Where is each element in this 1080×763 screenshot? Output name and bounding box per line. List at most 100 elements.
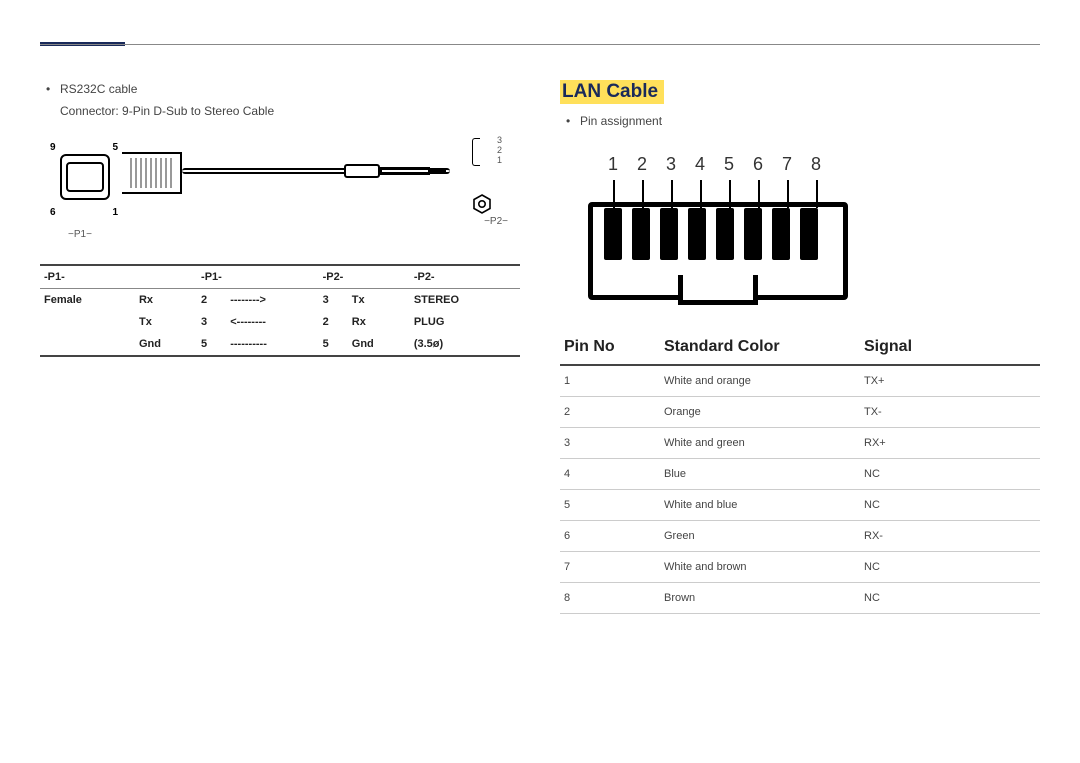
table-cell: Orange [660,397,860,428]
c: Tx [135,311,197,333]
rs232c-pin-table: -P1- -P1- -P2- -P2- Female Rx 2 --------… [40,264,520,357]
table-row: Gnd 5 ---------- 5 Gnd (3.5ø) [40,333,520,356]
rj45-connector-icon: 12345678 [560,150,860,320]
rj45-pin-number: 3 [666,154,676,175]
rj45-lead [758,180,760,208]
c: Tx [348,289,410,312]
hdr-p1a: -P1- [40,265,197,289]
jack-pin-numbers: 3 2 1 [497,136,502,166]
stereo-jack-icon [380,164,456,178]
table-cell: Brown [660,583,860,614]
table-cell: NC [860,459,1040,490]
hdr-signal: Signal [860,330,1040,365]
rj45-pin-number: 2 [637,154,647,175]
c: 2 [319,311,348,333]
table-row: 2OrangeTX- [560,397,1040,428]
right-column: LAN Cable Pin assignment 12345678 [560,80,1040,614]
table-cell: 1 [560,365,660,397]
c: Gnd [135,333,197,356]
hdr-p2a: -P2- [319,265,410,289]
document-page: RS232C cable Connector: 9-Pin D-Sub to S… [0,0,1080,763]
table-cell: 4 [560,459,660,490]
table-cell: 3 [560,428,660,459]
rj45-lead [816,180,818,208]
rj45-lead [700,180,702,208]
db9-pin-1-label: 1 [112,207,118,218]
table-row: 6GreenRX- [560,521,1040,552]
c: ---------- [226,333,318,356]
table-cell: Green [660,521,860,552]
left-bullet: RS232C cable [40,80,520,98]
left-column: RS232C cable Connector: 9-Pin D-Sub to S… [40,80,520,614]
table-row: 5White and blueNC [560,490,1040,521]
rj45-pin-number: 5 [724,154,734,175]
c: STEREO [410,289,520,312]
table-row: 3White and greenRX+ [560,428,1040,459]
rj45-pin-number: 4 [695,154,705,175]
c [40,333,135,356]
table-cell: White and orange [660,365,860,397]
hdr-standard-color: Standard Color [660,330,860,365]
table-cell: RX+ [860,428,1040,459]
c: <-------- [226,311,318,333]
right-bullet: Pin assignment [560,112,1040,130]
table-cell: NC [860,490,1040,521]
rj45-pin [716,208,734,260]
table-row: -P1- -P1- -P2- -P2- [40,265,520,289]
table-cell: NC [860,552,1040,583]
rj45-lead [729,180,731,208]
rj45-pin [604,208,622,260]
hdr-pin-no: Pin No [560,330,660,365]
table-row: Female Rx 2 --------> 3 Tx STEREO [40,289,520,312]
lan-table-body: 1White and orangeTX+2OrangeTX-3White and… [560,365,1040,614]
table-header-row: Pin No Standard Color Signal [560,330,1040,365]
rj45-pin [660,208,678,260]
rj45-tab [678,275,758,305]
table-cell: NC [860,583,1040,614]
rj45-lead [642,180,644,208]
table-cell: White and green [660,428,860,459]
rj45-pin [800,208,818,260]
cable-sleeve-icon [344,164,380,178]
table-cell: 5 [560,490,660,521]
rj45-pin [688,208,706,260]
section-title-lan-cable: LAN Cable [560,80,664,104]
cable-diagram: 9 5 6 1 −P1− 3 2 [40,134,510,254]
hex-nut-icon [472,194,492,214]
c: 3 [319,289,348,312]
table-row: 1White and orangeTX+ [560,365,1040,397]
jack-bracket-icon [472,138,480,166]
table-cell: 6 [560,521,660,552]
rj45-pin [632,208,650,260]
rj45-pin-number: 6 [753,154,763,175]
table-cell: White and blue [660,490,860,521]
jack-num-1: 1 [497,156,502,166]
p1-label: −P1− [68,229,92,240]
c: --------> [226,289,318,312]
c: Gnd [348,333,410,356]
p2-label: −P2− [484,216,508,227]
c: Rx [348,311,410,333]
db9-pin-9-label: 9 [50,142,56,153]
rj45-pins [604,208,832,260]
rj45-pin-number: 1 [608,154,618,175]
c: 5 [319,333,348,356]
table-cell: 8 [560,583,660,614]
hdr-p1b: -P1- [197,265,319,289]
table-row: 8BrownNC [560,583,1040,614]
c [40,311,135,333]
c: Female [40,289,135,312]
rj45-lead [787,180,789,208]
table-row: 7White and brownNC [560,552,1040,583]
rj45-lead [613,180,615,208]
c: 3 [197,311,226,333]
db9-pin-6-label: 6 [50,207,56,218]
table-cell: RX- [860,521,1040,552]
lan-pin-table: Pin No Standard Color Signal 1White and … [560,330,1040,614]
c: 5 [197,333,226,356]
rj45-pin [744,208,762,260]
c: Rx [135,289,197,312]
rj45-pin-number: 7 [782,154,792,175]
c: (3.5ø) [410,333,520,356]
rj45-pin-number: 8 [811,154,821,175]
